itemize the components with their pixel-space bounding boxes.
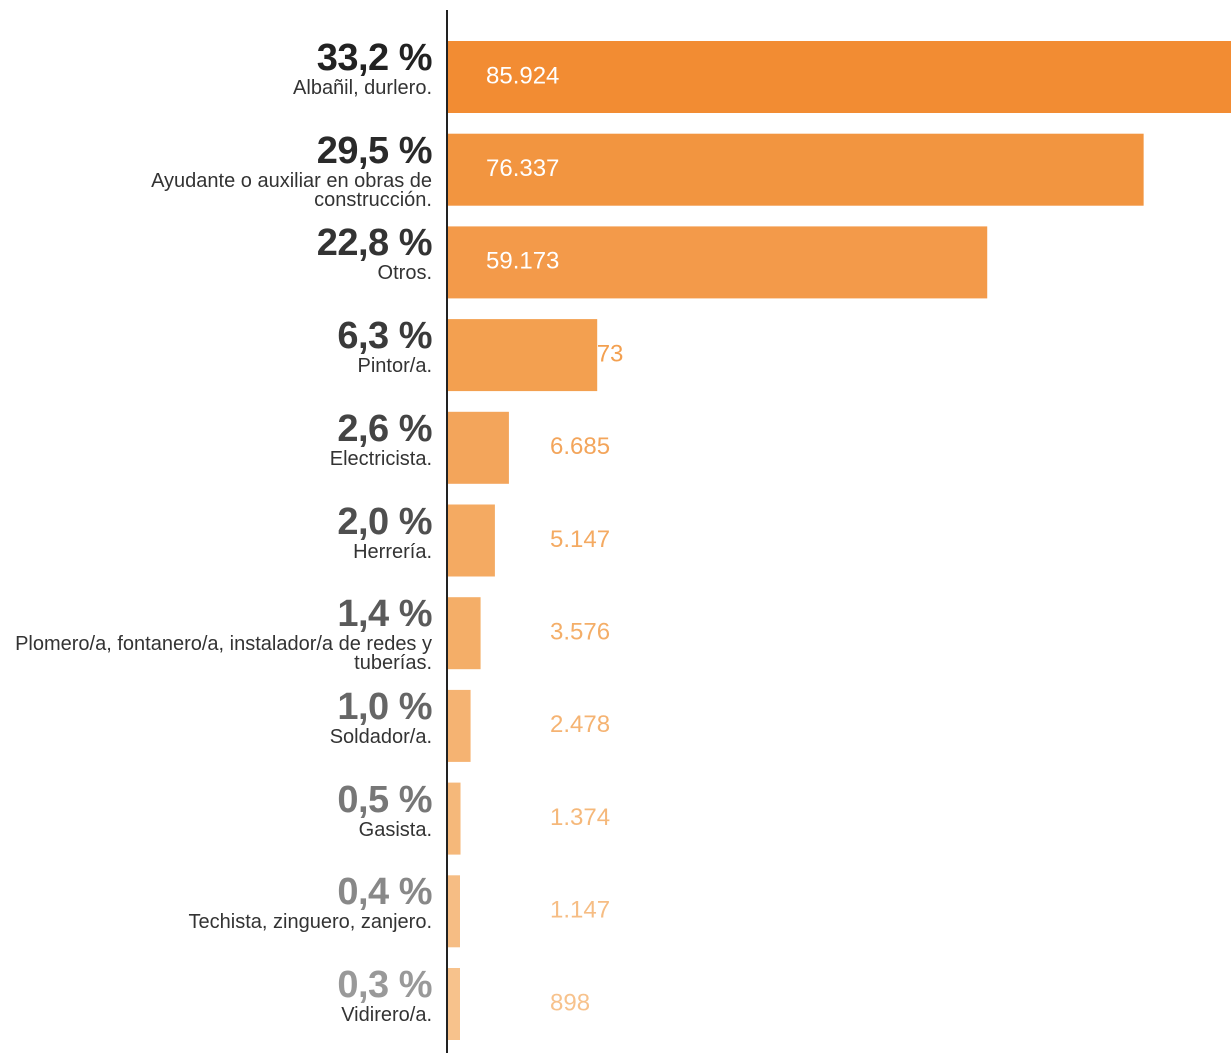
category-label: Otros.: [377, 262, 432, 285]
percentage-label: 22,8 %: [316, 222, 433, 265]
bar: [448, 133, 1144, 206]
category-label: Herrería.: [353, 540, 432, 563]
category-label: Vidirero/a.: [341, 1004, 432, 1026]
category-label: Pintor/a.: [357, 355, 432, 378]
value-label: 6.685: [550, 433, 610, 460]
category-label: Gasista.: [358, 818, 432, 841]
row-label: 0,4 % Techista, zinguero, zanjero.: [0, 871, 433, 934]
value-label: 1.147: [550, 897, 610, 924]
row-label: 0,3 % Vidirero/a.: [0, 966, 432, 1025]
bar: [448, 226, 988, 299]
row-label: 6,3 % Pintor/a.: [0, 317, 432, 376]
percentage-label: 6,3 %: [337, 315, 432, 358]
row-label: 33,2 % Albañil, durlero.: [0, 39, 432, 98]
percentage-label: 0,3 %: [337, 964, 432, 1006]
bar: [448, 875, 460, 948]
row-label: 22,8 % Otros.: [0, 222, 433, 285]
row-label: 2,6 % Electricista.: [0, 407, 433, 470]
category-label: Techista, zinguero, zanjero.: [188, 911, 432, 934]
bar: [448, 504, 495, 577]
value-label: 85.924: [486, 62, 559, 89]
bar: [448, 41, 1231, 113]
value-label: 76.337: [486, 155, 559, 182]
percentage-label: 0,5 %: [337, 778, 432, 821]
bar: [448, 782, 461, 855]
row-label: 0,5 % Gasista.: [0, 781, 432, 840]
category-label: Electricista.: [329, 447, 432, 470]
bar: [448, 968, 460, 1040]
value-label: 16.373: [550, 340, 623, 367]
bar: [448, 319, 598, 392]
category-label: Albañil, durlero.: [293, 77, 432, 99]
row-label: 1,0 % Soldador/a.: [0, 685, 433, 748]
value-label: 59.173: [486, 248, 559, 275]
row-label: 2,0 % Herrería.: [0, 503, 432, 562]
value-label: 898: [550, 989, 590, 1016]
percentage-label: 0,4 %: [337, 871, 432, 914]
category-label: Soldador/a.: [329, 725, 432, 748]
percentage-label: 29,5 %: [316, 129, 433, 172]
percentage-label: 1,4 %: [337, 593, 432, 636]
row-label: 29,5 % Ayudante o auxiliar en obras de co…: [0, 132, 432, 210]
value-label: 3.576: [550, 619, 610, 646]
percentage-label: 1,0 %: [337, 685, 432, 728]
value-label: 5.147: [550, 526, 610, 553]
bar: [448, 411, 509, 484]
bar: [448, 597, 481, 670]
row-label: 1,4 % Plomero/a, fontanero/a, instalador/…: [0, 595, 432, 673]
bar: [448, 689, 471, 762]
value-label: 2.478: [550, 711, 610, 738]
percentage-label: 33,2 %: [316, 37, 433, 79]
percentage-label: 2,6 %: [337, 407, 432, 450]
value-label: 1.374: [550, 804, 610, 831]
percentage-label: 2,0 %: [337, 500, 432, 543]
category-label: Ayudante o auxiliar en obras de construc…: [151, 169, 432, 211]
category-label: Plomero/a, fontanero/a, instalador/a de …: [15, 633, 432, 675]
